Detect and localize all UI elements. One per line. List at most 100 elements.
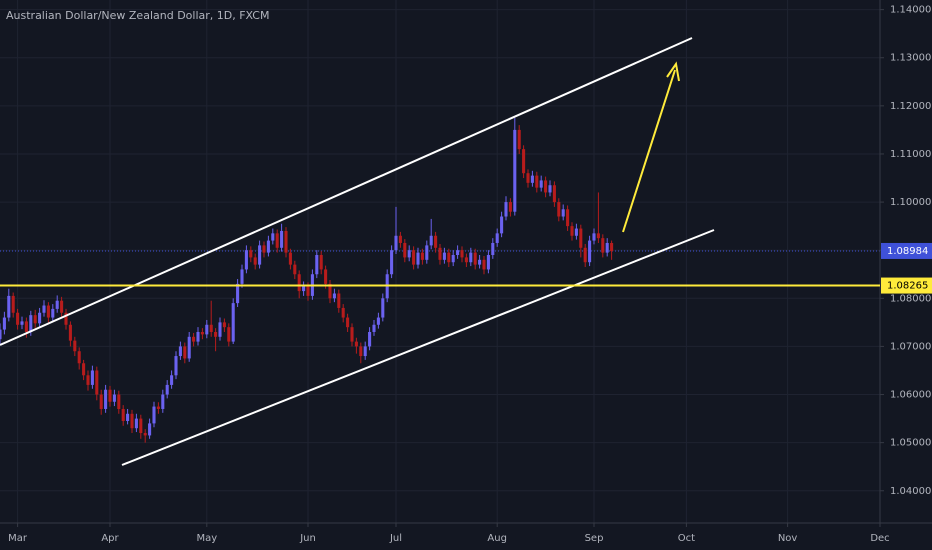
y-tick-label: 1.04000 bbox=[890, 486, 931, 497]
candle-body bbox=[152, 406, 156, 424]
candle-body bbox=[588, 240, 592, 263]
candle-body bbox=[222, 322, 226, 328]
candle-body bbox=[214, 331, 218, 337]
candle-body bbox=[205, 324, 209, 335]
chart-title: Australian Dollar/New Zealand Dollar, 1D… bbox=[6, 9, 269, 22]
candle-body bbox=[280, 230, 284, 248]
candle-body bbox=[165, 384, 169, 395]
candle-body bbox=[398, 235, 402, 243]
candle-body bbox=[522, 149, 526, 174]
y-tick-label: 1.06000 bbox=[890, 390, 931, 401]
candle-body bbox=[7, 295, 11, 318]
candle-body bbox=[350, 327, 354, 342]
y-tick-label: 1.12000 bbox=[890, 101, 931, 112]
candle-body bbox=[192, 336, 196, 342]
candle-body bbox=[579, 228, 583, 248]
candle-body bbox=[354, 341, 358, 347]
candle-body bbox=[46, 305, 50, 318]
candle-body bbox=[82, 363, 86, 376]
candle-body bbox=[583, 247, 587, 263]
candle-body bbox=[434, 235, 438, 248]
candle-body bbox=[209, 324, 213, 332]
candle-body bbox=[183, 346, 187, 359]
last-price-label: 1.08984 bbox=[887, 246, 928, 257]
candle-body bbox=[266, 240, 270, 253]
candle-body bbox=[500, 216, 504, 234]
candle-body bbox=[288, 252, 292, 265]
x-tick-label: Jul bbox=[389, 533, 402, 544]
x-tick-label: Sep bbox=[585, 533, 604, 544]
candle-body bbox=[38, 312, 42, 324]
candle-body bbox=[394, 235, 398, 251]
candle-body bbox=[73, 340, 77, 352]
channel-lower bbox=[121, 229, 715, 466]
candle-body bbox=[390, 250, 394, 275]
candle-body bbox=[104, 389, 108, 409]
candle-body bbox=[337, 293, 341, 308]
candle-body bbox=[403, 242, 407, 258]
candle-body bbox=[566, 209, 570, 227]
candle-body bbox=[148, 423, 152, 436]
candle-body bbox=[570, 226, 574, 236]
x-tick-label: Apr bbox=[101, 533, 119, 544]
candle-body bbox=[231, 303, 235, 342]
candle-body bbox=[64, 312, 68, 325]
candle-body bbox=[601, 238, 605, 253]
candle-body bbox=[161, 394, 165, 409]
candle-body bbox=[610, 242, 614, 252]
candle-body bbox=[218, 322, 222, 337]
candle-body bbox=[11, 295, 15, 313]
candle-body bbox=[332, 293, 336, 299]
candle-body bbox=[99, 394, 103, 409]
candle-body bbox=[24, 321, 28, 332]
candle-body bbox=[95, 370, 99, 395]
candle-body bbox=[429, 235, 433, 246]
candle-body bbox=[262, 245, 266, 253]
candle-body bbox=[539, 180, 543, 188]
support-label: 1.08265 bbox=[887, 281, 928, 292]
candle-body bbox=[552, 185, 556, 203]
candle-body bbox=[275, 233, 279, 248]
candle-body bbox=[200, 331, 204, 335]
candle-body bbox=[442, 252, 446, 260]
candle-body bbox=[513, 129, 517, 212]
candle-body bbox=[196, 331, 200, 342]
x-tick-label: Aug bbox=[487, 533, 507, 544]
candle-body bbox=[363, 346, 367, 357]
candle-body bbox=[508, 202, 512, 212]
candle-body bbox=[126, 413, 130, 421]
candle-body bbox=[416, 252, 420, 265]
candle-body bbox=[596, 233, 600, 239]
candle-body bbox=[55, 300, 59, 309]
candle-body bbox=[346, 317, 350, 328]
arrow-head bbox=[666, 61, 680, 82]
candle-body bbox=[548, 185, 552, 193]
candle-body bbox=[33, 315, 37, 324]
candle-body bbox=[117, 394, 121, 409]
candle-body bbox=[0, 329, 2, 340]
candle-body bbox=[134, 418, 138, 429]
candle-body bbox=[469, 252, 473, 263]
candle-body bbox=[293, 264, 297, 275]
candle-body bbox=[236, 283, 240, 304]
candle-body bbox=[297, 274, 301, 292]
candle-body bbox=[20, 321, 24, 325]
candle-body bbox=[108, 389, 112, 402]
candle-body bbox=[302, 286, 306, 292]
candle-body bbox=[249, 250, 253, 258]
candle-body bbox=[86, 375, 90, 385]
candle-body bbox=[530, 175, 534, 183]
candle-body bbox=[68, 324, 72, 341]
candle-body bbox=[328, 283, 332, 299]
candle-body bbox=[491, 242, 495, 256]
candle-body bbox=[319, 255, 323, 270]
candle-body bbox=[376, 317, 380, 325]
candle-body bbox=[535, 175, 539, 188]
y-tick-label: 1.14000 bbox=[890, 5, 931, 16]
candle-body bbox=[464, 257, 468, 263]
candle-body bbox=[258, 245, 262, 265]
candle-body bbox=[77, 351, 81, 364]
y-tick-label: 1.10000 bbox=[890, 197, 931, 208]
